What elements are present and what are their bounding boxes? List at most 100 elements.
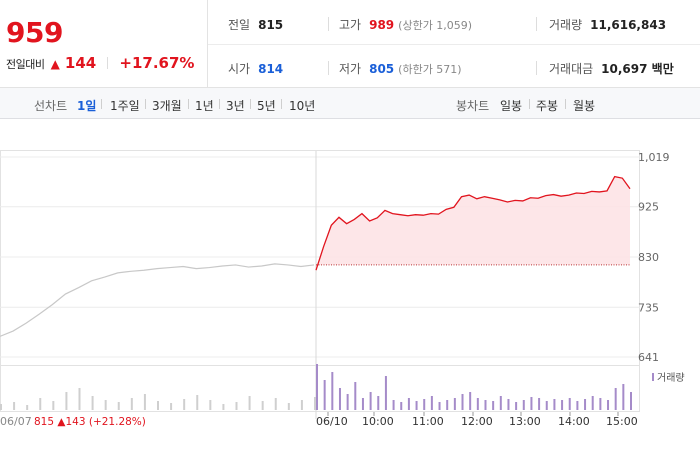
volume-value: 11,616,843 bbox=[590, 18, 667, 32]
volume-bar-prev bbox=[248, 396, 251, 410]
x-tick-label: 13:00 bbox=[509, 415, 541, 428]
current-price: 959 bbox=[6, 16, 63, 49]
volume-bar-prev bbox=[52, 401, 55, 410]
candle-monthly[interactable]: 월봉 bbox=[573, 99, 596, 113]
prev-day-line bbox=[0, 263, 315, 337]
volume-bar-today bbox=[499, 396, 502, 410]
volume-bar-prev bbox=[91, 396, 94, 410]
open-label: 시가 bbox=[228, 62, 251, 76]
cell-divider bbox=[328, 61, 329, 75]
volume-bar-today bbox=[346, 394, 349, 410]
period-10y[interactable]: 10년 bbox=[289, 99, 316, 113]
volume-bar-prev bbox=[13, 402, 16, 410]
volume-bar-today bbox=[630, 392, 632, 410]
change-row: 전일대비 ▲ 144 +17.67% bbox=[6, 53, 194, 72]
open-price: 시가 814 bbox=[228, 60, 283, 77]
volume-bar-prev bbox=[196, 395, 199, 410]
prev-day-summary-part: 143 bbox=[65, 416, 85, 428]
y-tick-label: 735 bbox=[638, 301, 659, 314]
volume-bar-today bbox=[331, 372, 334, 410]
volume-bar-today bbox=[538, 398, 541, 410]
volume-bar-prev bbox=[314, 397, 316, 410]
volume-legend-swatch bbox=[652, 373, 654, 381]
volume-bar-today bbox=[384, 376, 387, 410]
today-series bbox=[315, 175, 631, 271]
toolbar-divider bbox=[219, 99, 220, 109]
period-1w[interactable]: 1주일 bbox=[110, 99, 140, 113]
volume-bar-prev bbox=[261, 401, 264, 410]
volume: 거래량 11,616,843 bbox=[549, 16, 666, 33]
trade-amount-value: 10,697 백만 bbox=[601, 62, 674, 76]
volume-bar-today bbox=[476, 398, 479, 410]
price-box: 959 전일대비 ▲ 144 +17.67% bbox=[0, 0, 208, 88]
volume-plot-frame bbox=[0, 365, 640, 412]
volume-bar-prev bbox=[170, 403, 173, 410]
cell-divider bbox=[328, 17, 329, 31]
volume-bar-prev bbox=[183, 399, 186, 410]
toolbar-divider bbox=[565, 99, 566, 109]
period-3m[interactable]: 3개월 bbox=[152, 99, 182, 113]
high-label: 고가 bbox=[339, 18, 362, 32]
prev-day-summary-part: 815 bbox=[34, 416, 54, 428]
toolbar-divider bbox=[250, 99, 251, 109]
volume-bar-today bbox=[561, 400, 564, 410]
today-price-line bbox=[315, 175, 631, 271]
prev-close-value: 815 bbox=[258, 18, 284, 32]
volume-bar-prev bbox=[78, 388, 81, 410]
y-axis: 1,019 925 830 735 641 bbox=[638, 151, 670, 364]
low-label: 저가 bbox=[339, 62, 362, 76]
volume-bar-today bbox=[522, 400, 525, 410]
period-1y[interactable]: 1년 bbox=[195, 99, 214, 113]
volume-bar-today bbox=[599, 398, 602, 410]
volume-bar-prev bbox=[287, 403, 290, 410]
period-3y[interactable]: 3년 bbox=[226, 99, 245, 113]
x-tick-label: 14:00 bbox=[558, 415, 590, 428]
change-divider bbox=[107, 57, 109, 69]
volume-bar-today bbox=[461, 394, 464, 410]
volume-bar-today bbox=[545, 401, 548, 410]
high-value: 989 bbox=[369, 18, 395, 32]
high-price: 고가 989 (상한가 1,059) bbox=[339, 16, 472, 33]
change-rate: +17.67% bbox=[119, 54, 195, 72]
volume-bar-today bbox=[568, 398, 571, 410]
volume-bar-prev bbox=[39, 398, 42, 410]
prev-close: 전일 815 bbox=[228, 16, 283, 33]
x-tick-label: 06/10 bbox=[316, 415, 348, 428]
volume-bar-prev bbox=[65, 392, 68, 410]
volume-bar-today bbox=[423, 399, 426, 410]
period-1d[interactable]: 1일 bbox=[77, 99, 97, 113]
volume-bar-today bbox=[469, 392, 472, 410]
today-fill-area bbox=[316, 176, 630, 271]
volume-bar-today bbox=[400, 402, 403, 410]
period-5y[interactable]: 5년 bbox=[257, 99, 276, 113]
volume-bar-today bbox=[607, 400, 610, 410]
volume-bars bbox=[0, 364, 632, 410]
volume-bar-today bbox=[407, 398, 410, 410]
low-value: 805 bbox=[369, 62, 395, 76]
volume-bar-prev bbox=[0, 404, 2, 410]
volume-bar-today bbox=[316, 364, 318, 410]
toolbar-divider bbox=[145, 99, 146, 109]
volume-bar-today bbox=[576, 401, 579, 410]
change-label: 전일대비 bbox=[6, 58, 45, 71]
x-tick-label: 15:00 bbox=[606, 415, 638, 428]
cell-divider bbox=[536, 17, 537, 31]
volume-bar-today bbox=[622, 384, 625, 410]
toolbar-divider bbox=[529, 99, 530, 109]
candle-daily[interactable]: 일봉 bbox=[500, 99, 523, 113]
price-chart[interactable]: 1,019 925 830 735 641 06/07 06/10 10:00 11:00 12… bbox=[0, 119, 700, 450]
volume-bar-today bbox=[614, 388, 617, 410]
volume-bar-today bbox=[515, 402, 518, 410]
toolbar-divider bbox=[101, 99, 102, 109]
volume-bar-today bbox=[591, 396, 594, 410]
volume-bar-today bbox=[369, 392, 372, 410]
volume-bar-prev bbox=[143, 394, 146, 410]
trade-amount-label: 거래대금 bbox=[549, 62, 594, 76]
x-axis: 06/07 06/10 10:00 11:00 12:00 13:00 14:00 15:00… bbox=[0, 412, 638, 428]
candle-weekly[interactable]: 주봉 bbox=[536, 99, 559, 113]
prev-day-summary-part: ▲ bbox=[54, 416, 66, 428]
volume-legend-label: 거래량 bbox=[657, 372, 685, 384]
volume-bar-today bbox=[392, 400, 395, 410]
prev-day-summary: 815 ▲143 (+21.28%) bbox=[34, 416, 146, 428]
volume-bar-today bbox=[354, 382, 357, 410]
